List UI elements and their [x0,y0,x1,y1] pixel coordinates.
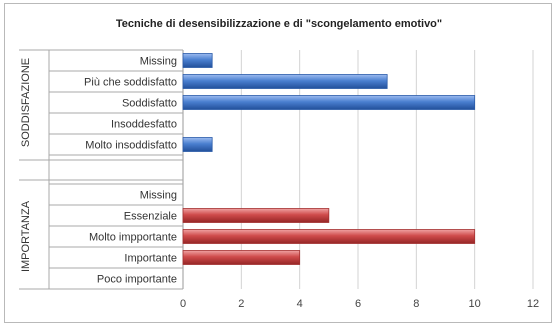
category-label: Molto impportante [89,232,177,244]
category-label: Molto insoddisfatto [85,140,177,152]
bar-soddisfazione-2 [182,95,476,110]
bar-importanza-1 [182,208,330,223]
x-tick-label: 6 [355,298,361,310]
x-tick-label: 0 [180,298,186,310]
category-label: Insoddesfatto [111,119,177,131]
bar-soddisfazione-0 [182,53,213,68]
bar-chart: 0 2 4 6 8 10 12 Missing Più che soddisfatto Soddi… [19,49,539,310]
category-label: Missing [140,56,177,68]
category-label: Poco importante [97,274,177,286]
chart-frame: Tecniche di desensibilizzazione e di "sc… [4,3,552,323]
group-label: IMPORTANZA [20,200,32,272]
x-tick-label: 4 [297,298,303,310]
x-tick-label: 8 [413,298,419,310]
chart-title: Tecniche di desensibilizzazione e di "sc… [115,18,443,30]
bar-importanza-2 [182,229,476,244]
category-label: Più che soddisfatto [84,77,177,89]
category-label: Soddisfatto [122,98,177,110]
bar-importanza-3 [182,250,301,265]
category-label: Essenziale [124,211,177,223]
group-label: SODDISFAZIONE [20,58,32,147]
bar-soddisfazione-4 [182,137,213,152]
category-label: Importante [124,253,177,265]
bar-soddisfazione-1 [182,74,388,89]
x-tick-label: 2 [238,298,244,310]
category-label: Missing [140,190,177,202]
x-tick-label: 12 [527,298,539,310]
x-tick-label: 10 [469,298,481,310]
